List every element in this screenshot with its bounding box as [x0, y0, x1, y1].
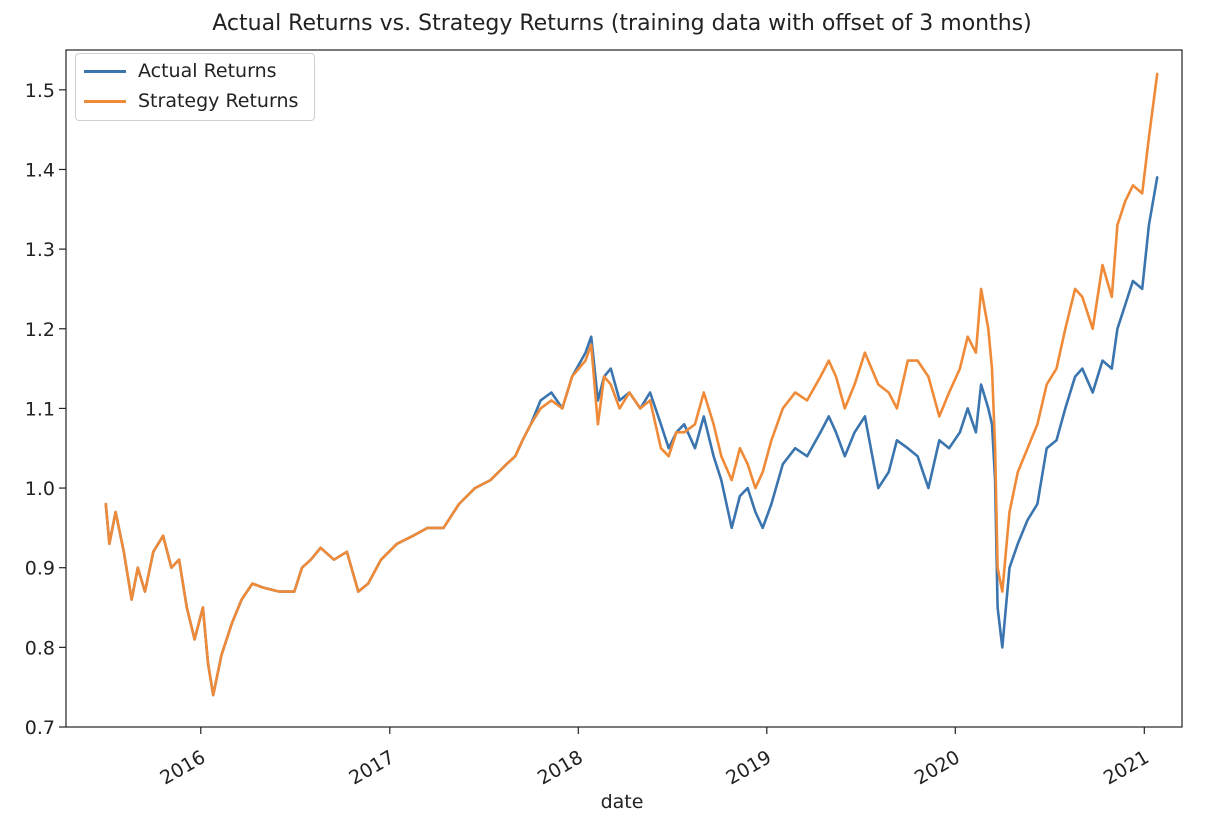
series-line-actual-returns: [104, 176, 1159, 697]
y-tick-label: 0.8: [25, 637, 55, 659]
y-tick-label: 1.0: [25, 478, 55, 500]
legend-label-actual-returns: Actual Returns: [138, 60, 277, 82]
legend-label-strategy-returns: Strategy Returns: [138, 90, 299, 112]
x-axis: 2016 2017 2018 2019 2020 2021: [156, 727, 1153, 790]
y-tick-label: 0.7: [25, 717, 55, 739]
y-tick-label: 1.1: [25, 398, 55, 420]
y-axis: 0.7 0.8 0.9 1.0 1.1 1.2 1.3 1.4 1.5: [25, 80, 66, 739]
chart-title: Actual Returns vs. Strategy Returns (tra…: [212, 11, 1031, 36]
plot-area-frame: [65, 49, 1183, 728]
x-tick-label: 2018: [534, 746, 587, 789]
legend-swatch-strategy-returns: [84, 99, 126, 103]
y-tick-label: 0.9: [25, 558, 55, 580]
series-line-strategy-returns: [104, 72, 1159, 697]
x-tick-label: 2020: [911, 746, 964, 789]
legend: Actual Returns Strategy Returns: [75, 53, 315, 121]
x-tick-label: 2016: [156, 746, 209, 789]
y-tick-label: 1.4: [25, 159, 55, 181]
series-layer: [104, 72, 1159, 697]
y-tick-label: 1.2: [25, 319, 55, 341]
x-tick-label: 2021: [1100, 746, 1153, 789]
x-axis-label: date: [601, 791, 644, 813]
x-tick-label: 2019: [722, 746, 775, 789]
legend-swatch-actual-returns: [84, 69, 126, 73]
y-tick-label: 1.3: [25, 239, 55, 261]
legend-item-actual-returns: Actual Returns: [84, 60, 277, 82]
y-tick-label: 1.5: [25, 80, 55, 102]
x-tick-label: 2017: [345, 746, 398, 789]
legend-item-strategy-returns: Strategy Returns: [84, 90, 298, 112]
